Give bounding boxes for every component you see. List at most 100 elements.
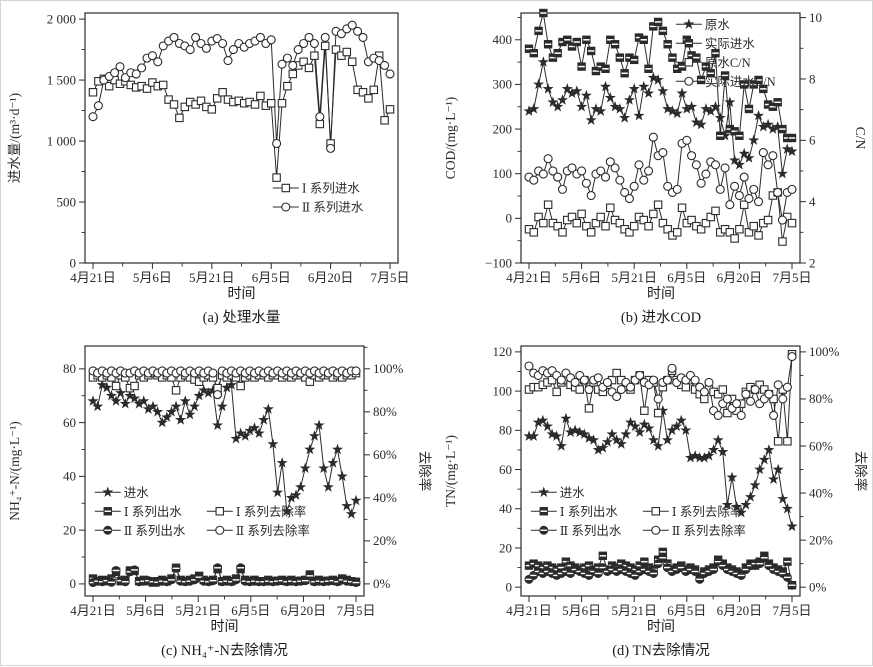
star-marker	[753, 109, 765, 121]
square-open-marker	[304, 63, 314, 73]
circle-open-marker	[524, 361, 534, 371]
star-marker	[290, 489, 302, 500]
star-marker	[726, 471, 738, 483]
star-marker	[571, 85, 583, 96]
square-open-marker	[725, 228, 735, 237]
square-open-marker	[663, 225, 672, 234]
square-open-marker	[615, 218, 625, 228]
circle-open-marker	[649, 375, 659, 385]
y-tick-label: 6	[809, 133, 816, 148]
x-tick-label: 5月6日	[126, 603, 165, 618]
chart-d-canvas: 4月21日 5月6日 5月21日 6月5日 6月20日 7月5日 120 100 80 60 40 2…	[443, 344, 869, 618]
square-open-marker	[711, 206, 720, 216]
circle-open-marker	[570, 377, 580, 388]
square-open-marker	[111, 381, 121, 391]
square-open-marker	[288, 69, 298, 79]
square-open-marker	[677, 203, 687, 213]
square-open-marker	[256, 91, 265, 101]
square-open-marker	[158, 80, 168, 90]
star-marker	[681, 103, 693, 114]
x-tick-label: 6月20日	[281, 603, 327, 618]
square-open-marker	[171, 386, 181, 395]
circle-open-marker	[734, 190, 744, 201]
star-marker	[690, 116, 702, 128]
circle-open-marker	[201, 43, 211, 53]
x-tick-label: 6月5日	[252, 270, 291, 285]
star-marker	[161, 411, 173, 422]
legend-label: 原水	[705, 18, 731, 32]
circle-open-marker	[593, 373, 603, 383]
star-marker	[772, 463, 784, 475]
star-marker	[244, 424, 256, 436]
circle-open-marker	[749, 184, 759, 194]
circle-open-marker	[739, 172, 749, 182]
star-marker	[666, 105, 678, 116]
star-marker	[170, 400, 182, 412]
x-tick-label: 5月21日	[175, 603, 221, 618]
left-axis-label: COD/(mg·L⁻¹)	[443, 97, 458, 179]
star-marker	[299, 462, 311, 473]
legend-label: Ⅰ 系列去除率	[672, 504, 743, 519]
circle-open-marker	[579, 375, 589, 385]
square-open-marker	[277, 98, 287, 108]
star-marker	[565, 426, 577, 437]
star-marker	[532, 416, 544, 428]
x-tick-label: 5月6日	[562, 603, 601, 618]
square-open-marker	[760, 385, 769, 394]
square-open-marker	[706, 212, 715, 222]
circle-open-marker	[543, 154, 553, 164]
square-open-marker	[572, 218, 582, 228]
circle-open-marker	[639, 175, 649, 185]
x-tick-label: 6月20日	[717, 603, 763, 618]
star-marker	[647, 71, 659, 83]
star-marker	[212, 419, 224, 430]
series-line	[92, 45, 391, 178]
y-tick-label: 100%	[809, 344, 840, 359]
star-marker	[133, 398, 145, 409]
circle-open-marker	[131, 69, 141, 79]
circle-open-marker	[557, 184, 568, 194]
star-marker	[777, 493, 789, 504]
circle-open-marker	[223, 56, 233, 66]
circle-open-marker	[704, 377, 714, 388]
square-open-marker	[539, 218, 548, 228]
star-marker	[547, 96, 559, 107]
star-marker	[101, 381, 113, 393]
star-marker	[721, 499, 733, 510]
circle-open-marker	[624, 194, 634, 204]
star-marker	[595, 105, 607, 116]
square-open-marker	[591, 218, 601, 228]
star-marker	[666, 424, 678, 436]
x-tick-label: 6月5日	[667, 270, 706, 285]
circle-open-marker	[147, 51, 157, 61]
y-tick-label: 40%	[373, 490, 397, 505]
circle-open-marker	[612, 392, 622, 402]
square-open-marker	[575, 385, 585, 394]
star-marker	[332, 443, 344, 455]
star-marker	[345, 508, 357, 519]
star-marker	[748, 134, 760, 145]
x-tick-label: 7月5日	[370, 270, 409, 285]
square-open-marker	[236, 381, 245, 391]
circle-open-marker	[667, 363, 677, 373]
legend-label: Ⅱ 系列去除率	[672, 523, 746, 538]
circle-open-marker	[602, 377, 612, 388]
star-marker	[179, 395, 191, 406]
x-tick-label: 7月5日	[336, 603, 375, 618]
square-open-marker	[644, 221, 653, 231]
star-marker	[552, 100, 564, 112]
square-open-marker	[266, 98, 276, 108]
star-marker	[561, 83, 573, 94]
legend-label: 进水	[560, 486, 586, 500]
star-marker	[272, 486, 284, 498]
star-marker	[102, 486, 114, 497]
circle-open-marker	[277, 59, 287, 69]
square-open-marker	[358, 88, 368, 97]
left-axis-label: NH₄⁺-N/(mg·L⁻¹)	[7, 421, 22, 520]
square-open-marker	[749, 221, 758, 231]
star-marker	[138, 395, 150, 406]
star-marker	[729, 154, 741, 166]
circle-open-marker	[620, 187, 630, 197]
circle-open-marker	[191, 32, 201, 42]
